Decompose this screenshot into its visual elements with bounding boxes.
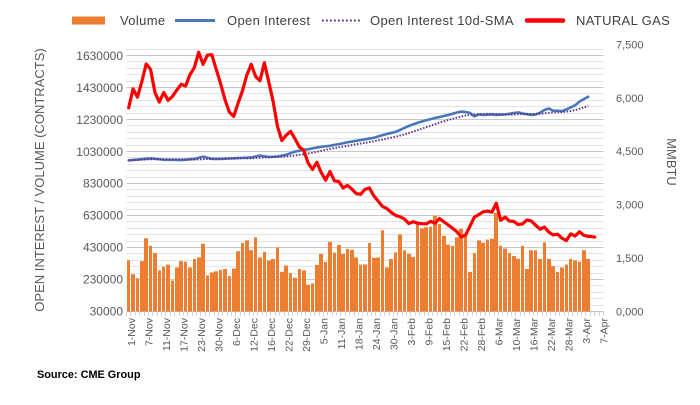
svg-text:22-Dec: 22-Dec (283, 318, 295, 352)
svg-text:1-Nov: 1-Nov (126, 317, 138, 346)
svg-text:7,500: 7,500 (616, 39, 644, 51)
svg-text:6-Mar: 6-Mar (494, 317, 506, 345)
svg-text:18-Jan: 18-Jan (353, 318, 365, 350)
svg-text:9-Feb: 9-Feb (424, 318, 436, 346)
svg-text:1230000: 1230000 (76, 113, 123, 127)
svg-text:6-Dec: 6-Dec (231, 318, 243, 346)
svg-text:Source: CME Group: Source: CME Group (37, 369, 141, 381)
svg-text:1030000: 1030000 (76, 145, 123, 159)
svg-text:30000: 30000 (90, 305, 124, 319)
svg-text:830000: 830000 (83, 177, 123, 191)
svg-text:30-Jan: 30-Jan (389, 318, 401, 350)
svg-text:28-Feb: 28-Feb (476, 318, 488, 351)
svg-text:6,000: 6,000 (616, 93, 644, 105)
svg-text:4,500: 4,500 (616, 146, 644, 158)
svg-text:23-Nov: 23-Nov (196, 317, 208, 352)
svg-text:Open Interest: Open Interest (227, 13, 310, 28)
svg-text:17-Nov: 17-Nov (178, 317, 190, 352)
svg-text:16-Mar: 16-Mar (529, 318, 541, 352)
svg-text:1630000: 1630000 (76, 49, 123, 63)
svg-text:11-Jan: 11-Jan (336, 318, 348, 349)
svg-text:1,500: 1,500 (616, 253, 644, 265)
svg-text:630000: 630000 (83, 209, 123, 223)
svg-text:3-Feb: 3-Feb (406, 318, 418, 346)
svg-text:28-Mar: 28-Mar (564, 318, 576, 352)
svg-text:29-Dec: 29-Dec (301, 318, 313, 352)
svg-text:15-Feb: 15-Feb (441, 318, 453, 351)
svg-text:NATURAL GAS: NATURAL GAS (576, 13, 670, 28)
svg-text:MMBTU: MMBTU (664, 138, 679, 186)
svg-text:3-Apr: 3-Apr (581, 318, 593, 344)
svg-text:5-Jan: 5-Jan (318, 318, 330, 344)
svg-text:7-Apr: 7-Apr (599, 318, 611, 344)
svg-text:30-Nov: 30-Nov (213, 317, 225, 352)
svg-text:10-Mar: 10-Mar (511, 318, 523, 352)
svg-text:430000: 430000 (83, 241, 123, 255)
svg-text:Open Interest 10d-SMA: Open Interest 10d-SMA (370, 13, 514, 28)
svg-text:11-Nov: 11-Nov (161, 317, 173, 351)
svg-text:OPEN INTEREST / VOLUME (CONTRA: OPEN INTEREST / VOLUME (CONTRACTS) (32, 48, 47, 311)
svg-text:0,000: 0,000 (616, 307, 644, 319)
svg-text:230000: 230000 (83, 273, 123, 287)
svg-text:16-Dec: 16-Dec (266, 318, 278, 352)
svg-text:Volume: Volume (120, 13, 165, 28)
svg-text:3,000: 3,000 (616, 200, 644, 212)
svg-text:7-Nov: 7-Nov (143, 317, 155, 346)
svg-text:1430000: 1430000 (76, 81, 123, 95)
svg-text:22-Feb: 22-Feb (459, 318, 471, 351)
svg-text:12-Dec: 12-Dec (248, 318, 260, 352)
svg-text:24-Jan: 24-Jan (371, 318, 383, 350)
svg-text:22-Mar: 22-Mar (546, 318, 558, 352)
